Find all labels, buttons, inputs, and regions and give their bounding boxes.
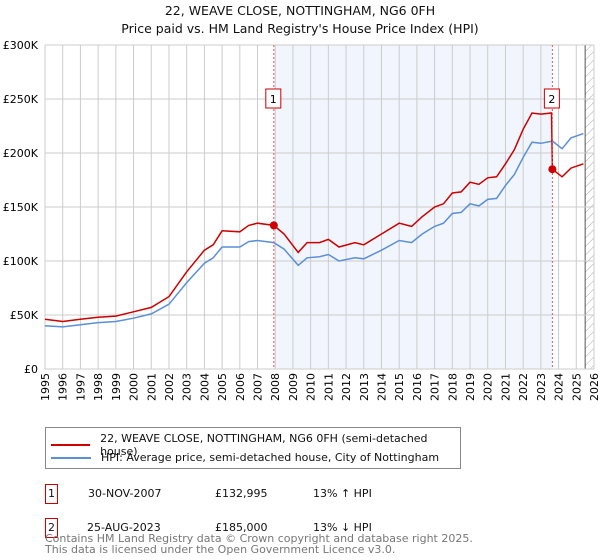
sale-hpi: 13% ↑ HPI [313, 487, 372, 500]
y-tick-label: £150K [3, 201, 39, 214]
x-tick-label: 2001 [145, 373, 158, 401]
legend-label: 22, WEAVE CLOSE, NOTTINGHAM, NG6 0FH (se… [100, 432, 428, 458]
x-tick-label: 2025 [570, 373, 583, 401]
y-tick-label: £0 [24, 363, 38, 376]
x-tick-label: 2010 [305, 373, 318, 401]
chart-title: 22, WEAVE CLOSE, NOTTINGHAM, NG6 0FH [164, 3, 436, 18]
sale-hpi: 13% ↓ HPI [313, 521, 372, 534]
x-tick-label: 1999 [110, 373, 123, 401]
legend-swatch-red [51, 444, 91, 446]
x-tick-label: 2023 [535, 373, 548, 401]
sale-date: 25-AUG-2023 [87, 521, 161, 534]
x-tick-label: 2019 [464, 373, 477, 401]
footer-copyright: Contains HM Land Registry data © Crown c… [45, 532, 473, 545]
legend-swatch-blue [51, 456, 91, 459]
sale-price: £185,000 [215, 521, 268, 534]
x-tick-label: 2003 [181, 373, 194, 401]
x-tick-label: 2017 [429, 373, 442, 401]
sale-label-box [265, 88, 282, 109]
sale-point [269, 221, 278, 230]
y-tick-label: £250K [3, 93, 39, 106]
x-tick-label: 1998 [92, 373, 105, 401]
x-tick-label: 1996 [57, 373, 70, 401]
footer: Contains HM Land Registry data © Crown c… [45, 533, 473, 555]
y-tick-label: £300K [3, 39, 39, 52]
sale-price: £132,995 [215, 487, 268, 500]
property-price-line [44, 112, 584, 323]
legend-label: HPI: Average price, semi-detached house,… [101, 451, 440, 464]
x-tick-label: 2024 [553, 373, 566, 401]
x-tick-label: 2026 [588, 373, 600, 401]
sale-label: 1 [270, 93, 277, 106]
x-tick-label: 2018 [446, 373, 459, 401]
price-chart: 1 2 1995 1996 1997 1998 1999 2000 2001 2002 2003 20… [3, 39, 600, 401]
footer-licence: This data is licensed under the Open Gov… [45, 543, 396, 556]
y-tick-label: £50K [10, 309, 39, 322]
x-tick-label: 2011 [322, 373, 335, 401]
legend-item-property: 22, WEAVE CLOSE, NOTTINGHAM, NG6 0FH (se… [51, 432, 460, 458]
x-tick-label: 2016 [411, 373, 424, 401]
x-tick-label: 2002 [163, 373, 176, 401]
y-tick-label: £200K [3, 147, 39, 160]
x-tick-label: 2020 [482, 373, 495, 401]
hpi-line [44, 132, 584, 328]
y-tick-label: £100K [3, 255, 39, 268]
sale-badge: 1 [45, 484, 58, 504]
x-tick-label: 2006 [234, 373, 247, 401]
x-tick-label: 2000 [128, 373, 141, 401]
x-tick-label: 2012 [340, 373, 353, 401]
x-tick-label: 2015 [393, 373, 406, 401]
x-tick-label: 2009 [287, 373, 300, 401]
sale-point [548, 165, 557, 174]
sale-badge: 2 [45, 518, 58, 538]
sale-label: 2 [548, 93, 555, 106]
x-tick-label: 2004 [198, 373, 211, 401]
legend: 22, WEAVE CLOSE, NOTTINGHAM, NG6 0FH (se… [45, 427, 461, 469]
x-tick-label: 2008 [269, 373, 282, 401]
chart-subtitle: Price paid vs. HM Land Registry's House … [121, 21, 479, 36]
x-tick-label: 2005 [216, 373, 229, 401]
x-tick-label: 2022 [517, 373, 530, 401]
sale-date: 30-NOV-2007 [88, 487, 162, 500]
legend-item-hpi: HPI: Average price, semi-detached house,… [51, 451, 439, 464]
x-tick-label: 2007 [252, 373, 265, 401]
x-tick-label: 1995 [39, 373, 52, 401]
x-tick-label: 2013 [358, 373, 371, 401]
x-tick-label: 1997 [74, 373, 87, 401]
x-tick-label: 2014 [375, 373, 388, 401]
sale-label-box [543, 88, 560, 109]
x-tick-label: 2021 [499, 373, 512, 401]
